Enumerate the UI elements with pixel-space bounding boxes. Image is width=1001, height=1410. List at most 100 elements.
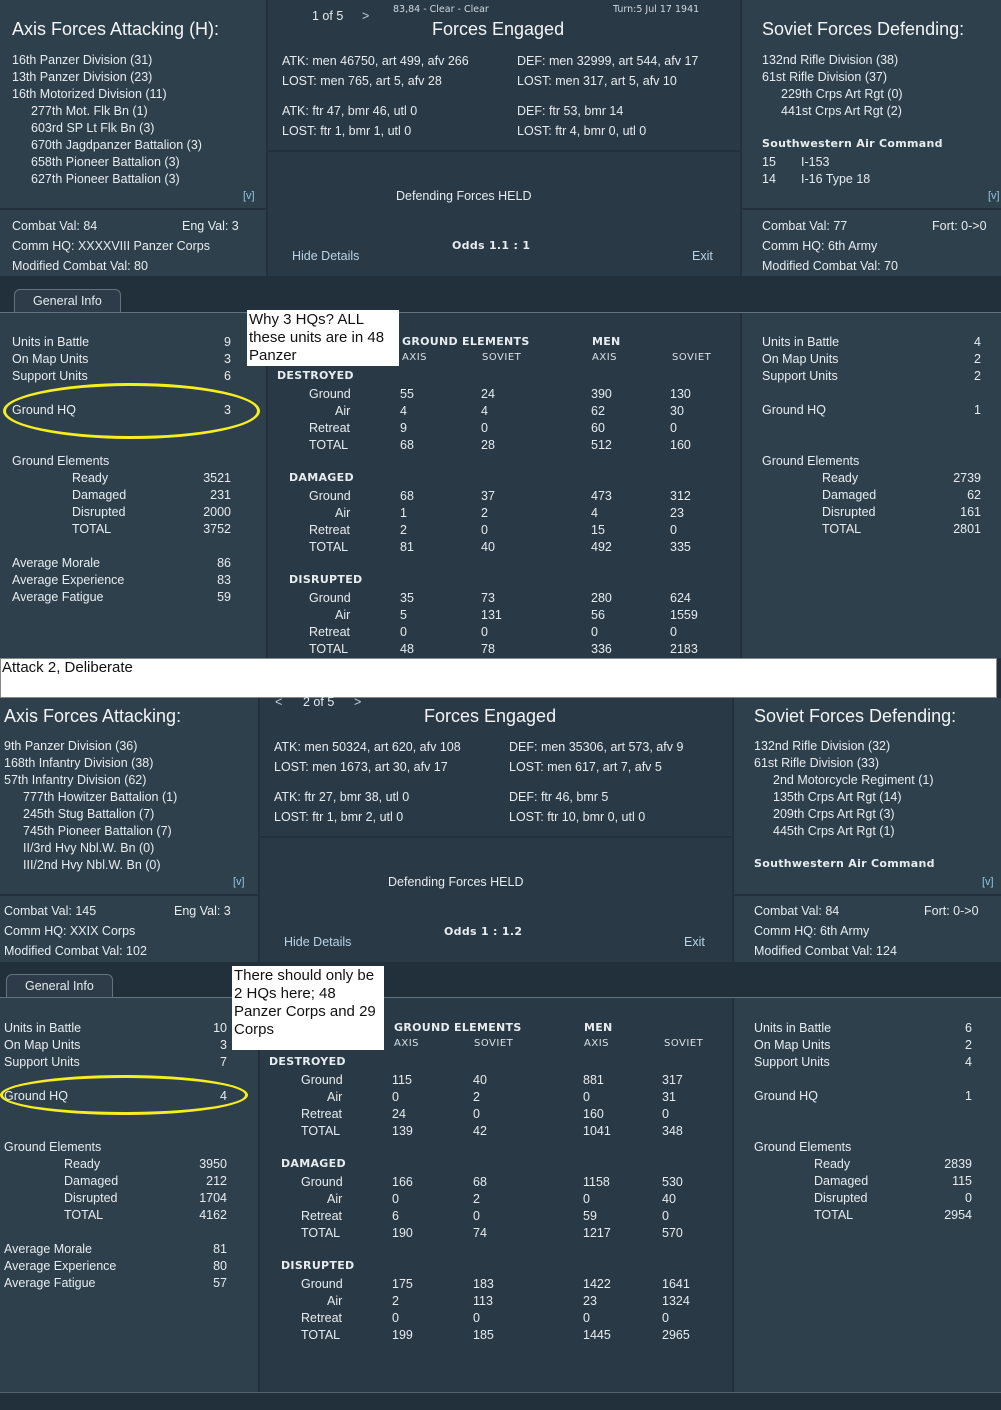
cell-men-axis: 1041 — [583, 1124, 611, 1138]
stat-value: 59 — [217, 590, 231, 604]
exit-button[interactable]: Exit — [692, 249, 713, 263]
battle-report-2: Axis Forces Attacking: 9th Panzer Divisi… — [0, 695, 1001, 1410]
stat-value: 4162 — [199, 1208, 227, 1222]
cell-men-soviet: 1641 — [662, 1277, 690, 1291]
cell-men-axis: 0 — [583, 1311, 590, 1325]
cell-men-axis: 15 — [591, 523, 605, 537]
comm-hq: Comm HQ: 6th Army — [754, 924, 870, 938]
cell-men-axis: 160 — [583, 1107, 604, 1121]
attacker-summary: Combat Val: 84 Eng Val: 3 Comm HQ: XXXXV… — [0, 210, 266, 276]
stat-label: Disrupted — [822, 505, 876, 519]
stat-label: Average Experience — [4, 1259, 117, 1273]
unit-list-item: 445th Crps Art Rgt (1) — [773, 824, 895, 838]
tab-general-info[interactable]: General Info — [14, 289, 121, 312]
expand-button[interactable]: [v] — [988, 190, 1000, 202]
stat-label: Units in Battle — [762, 335, 840, 349]
cell-ge-axis: 199 — [392, 1328, 413, 1342]
unit-list-item: 603rd SP Lt Flk Bn (3) — [31, 121, 155, 135]
tab-general-info[interactable]: General Info — [6, 974, 113, 997]
expand-button[interactable]: [v] — [982, 876, 994, 888]
expand-button[interactable]: [v] — [233, 876, 245, 888]
cell-men-soviet: 160 — [670, 438, 691, 452]
cell-men-axis: 56 — [591, 608, 605, 622]
stat-label: Units in Battle — [12, 335, 90, 349]
modified-combat-val: Modified Combat Val: 70 — [762, 259, 898, 273]
unit-list-item: 61st Rifle Division (33) — [754, 756, 880, 770]
cell-ge-axis: 190 — [392, 1226, 413, 1240]
comm-hq: Comm HQ: XXIX Corps — [4, 924, 136, 938]
modified-combat-val: Modified Combat Val: 124 — [754, 944, 897, 958]
cell-ge-axis: 68 — [400, 438, 414, 452]
cell-ge-axis: 139 — [392, 1124, 413, 1138]
stat-value: 2 — [974, 352, 981, 366]
modified-combat-val: Modified Combat Val: 102 — [4, 944, 147, 958]
cell-ge-axis: 0 — [392, 1090, 399, 1104]
stat-value: 115 — [952, 1174, 972, 1188]
cell-men-soviet: 0 — [670, 421, 677, 435]
unit-list-item: 2nd Motorcycle Regiment (1) — [773, 773, 934, 787]
defender-unit-list: 132nd Rifle Division (32) 61st Rifle Divi… — [754, 738, 933, 840]
stat-value: 2801 — [953, 522, 981, 536]
expand-button[interactable]: [v] — [243, 190, 255, 202]
center-panel: 1 of 5 > 83,84 - Clear - Clear Turn:5 Ju… — [268, 0, 740, 150]
air-unit-count: 14 — [762, 172, 776, 186]
unit-list-item: II/3rd Hvy Nbl.W. Bn (0) — [23, 841, 155, 855]
cell-ge-soviet: 73 — [481, 591, 495, 605]
cell-ge-axis: 6 — [392, 1209, 399, 1223]
row-label: Ground — [309, 489, 351, 503]
attacker-panel: Axis Forces Attacking: 9th Panzer Divisi… — [0, 698, 258, 894]
stat-heading: Ground Elements — [12, 454, 110, 468]
air-unit-type: I-16 Type 18 — [801, 172, 871, 186]
cell-men-axis: 1158 — [583, 1175, 610, 1189]
stat-value: 3752 — [203, 522, 231, 536]
def-lost: LOST: men 317, art 5, afv 10 — [517, 74, 677, 88]
comm-hq: Comm HQ: 6th Army — [762, 239, 878, 253]
unit-list-item: 745th Pioneer Battalion (7) — [23, 824, 172, 838]
unit-list-item: 135th Crps Art Rgt (14) — [773, 790, 902, 804]
cell-ge-soviet: 74 — [473, 1226, 487, 1240]
unit-list-item: 658th Pioneer Battalion (3) — [31, 155, 180, 169]
stat-value: 2839 — [944, 1157, 972, 1171]
section-title: DESTROYED — [277, 369, 354, 382]
cell-ge-soviet: 42 — [473, 1124, 487, 1138]
stat-value: 81 — [213, 1242, 227, 1256]
next-button[interactable]: > — [362, 9, 370, 23]
cell-ge-axis: 35 — [400, 591, 414, 605]
caption-bar: Attack 2, Deliberate — [0, 658, 997, 698]
stat-value: 10 — [213, 1021, 227, 1035]
row-label: TOTAL — [309, 540, 349, 554]
stat-label: On Map Units — [12, 352, 89, 366]
cell-men-axis: 0 — [583, 1090, 590, 1104]
stat-value: 0 — [965, 1191, 972, 1205]
cell-men-soviet: 130 — [670, 387, 691, 401]
stat-label: Average Experience — [12, 573, 125, 587]
cell-men-axis: 512 — [591, 438, 612, 452]
cell-ge-soviet: 183 — [473, 1277, 494, 1291]
air-command: Southwestern Air Command — [762, 137, 943, 150]
stat-label: Disrupted — [72, 505, 126, 519]
air-unit-type: I-153 — [801, 155, 830, 169]
attacker-stat-list: Units in Battle 10 On Map Units 3 Support Un… — [4, 1021, 227, 1321]
cell-ge-soviet: 2 — [473, 1192, 480, 1206]
caption-text: Attack 2, Deliberate — [2, 659, 133, 676]
turn-date: Turn:5 Jul 17 1941 — [613, 4, 700, 15]
row-label: Air — [335, 404, 351, 418]
unit-list-item: 57th Infantry Division (62) — [4, 773, 147, 787]
next-button[interactable]: > — [354, 695, 362, 709]
cell-men-soviet: 2183 — [670, 642, 698, 656]
row-label: TOTAL — [301, 1124, 341, 1138]
hide-details-button[interactable]: Hide Details — [284, 935, 352, 949]
exit-button[interactable]: Exit — [684, 935, 705, 949]
def-air-lost: LOST: ftr 10, bmr 0, utl 0 — [509, 810, 646, 824]
stat-label: Support Units — [754, 1055, 830, 1069]
defender-stat-list: Units in Battle 6 On Map Units 2 Support Uni… — [754, 1021, 974, 1321]
stat-label: Average Morale — [4, 1242, 93, 1256]
defender-unit-list: 132nd Rifle Division (38) 61st Rifle Divi… — [762, 52, 903, 120]
stat-value: 86 — [217, 556, 231, 570]
prev-button[interactable]: < — [275, 695, 283, 709]
eng-val: Eng Val: 3 — [174, 904, 231, 918]
stat-value: 161 — [960, 505, 981, 519]
row-label: TOTAL — [301, 1226, 341, 1240]
cell-men-axis: 4 — [591, 506, 598, 520]
hide-details-button[interactable]: Hide Details — [292, 249, 360, 263]
